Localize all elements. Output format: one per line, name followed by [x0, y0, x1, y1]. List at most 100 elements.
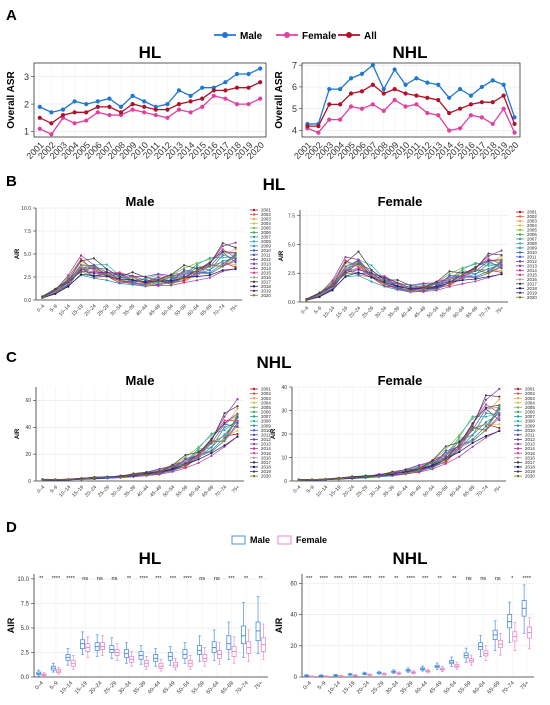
- x-tick-label: 45–49: [409, 484, 423, 498]
- x-tick-label: 35–39: [382, 484, 396, 498]
- data-point: [487, 262, 490, 265]
- data-point: [461, 282, 464, 285]
- series-line-2013: [42, 398, 238, 480]
- data-point: [487, 254, 490, 258]
- data-point: [461, 266, 464, 269]
- data-point: [184, 459, 187, 463]
- y-axis-label: AIR: [6, 617, 16, 633]
- legend-label: 2016: [527, 277, 537, 282]
- data-point: [474, 280, 477, 283]
- data-point: [351, 476, 354, 479]
- x-tick-label: 45–49: [149, 484, 163, 498]
- data-point: [79, 254, 83, 257]
- data-point: [447, 95, 452, 100]
- x-tick-label: 75+: [520, 680, 531, 691]
- data-point: [105, 263, 108, 266]
- series-line-2017: [298, 394, 500, 480]
- x-tick-label: 30–34: [369, 484, 383, 498]
- legend-marker: [252, 442, 256, 446]
- y-axis-label: AIR: [271, 428, 277, 439]
- significance-label: ****: [183, 576, 192, 582]
- data-point: [142, 110, 147, 115]
- x-tick-label: 15–19: [341, 680, 356, 695]
- data-point: [436, 97, 441, 103]
- data-point: [236, 425, 239, 429]
- data-point: [105, 271, 108, 274]
- y-tick-label: 6: [292, 82, 297, 92]
- data-point: [474, 272, 477, 276]
- data-point: [479, 115, 484, 120]
- data-point: [436, 82, 441, 87]
- data-point: [498, 423, 501, 426]
- legend-marker: [516, 419, 520, 423]
- x-tick-label: 35–39: [123, 484, 137, 498]
- data-point: [500, 253, 503, 257]
- data-point: [448, 282, 451, 285]
- x-tick-label: 40–44: [400, 305, 414, 319]
- legend-marker: [252, 258, 256, 261]
- chart-title: NHL: [393, 549, 428, 568]
- data-point: [236, 412, 239, 416]
- data-point: [487, 275, 490, 278]
- x-tick-label: 5–9: [49, 680, 60, 691]
- legend-marker: [518, 224, 522, 227]
- data-point: [236, 407, 239, 410]
- x-tick-label: 70–74: [501, 680, 516, 695]
- data-point: [458, 443, 461, 446]
- data-point: [357, 258, 360, 261]
- significance-label: ***: [228, 576, 235, 582]
- data-point: [316, 124, 321, 129]
- data-point: [498, 398, 501, 401]
- legend-marker: [252, 474, 256, 478]
- data-point: [331, 279, 334, 282]
- legend-label: 2014: [261, 266, 271, 271]
- data-point: [258, 66, 263, 71]
- legend-label: 2013: [525, 442, 535, 447]
- data-point: [188, 110, 193, 115]
- data-point: [318, 291, 321, 294]
- y-tick-label: 5.0: [21, 626, 30, 632]
- y-tick-label: 5: [292, 104, 297, 114]
- data-point: [142, 99, 147, 104]
- data-point: [370, 63, 375, 68]
- data-point: [54, 292, 57, 296]
- data-point: [171, 468, 174, 471]
- data-point: [246, 102, 251, 107]
- legend-label: 2003: [261, 217, 271, 222]
- data-point: [92, 272, 96, 275]
- legend-marker: [252, 419, 256, 423]
- data-point: [357, 266, 360, 269]
- data-point: [383, 278, 386, 282]
- y-tick-label: 20: [290, 644, 297, 650]
- y-tick-label: 0: [284, 479, 287, 485]
- box-male: [226, 635, 232, 650]
- x-tick-label: 40–44: [136, 484, 150, 498]
- y-tick-label: 0.0: [288, 300, 295, 306]
- data-point: [484, 423, 488, 426]
- data-point: [471, 415, 474, 418]
- data-point: [484, 434, 488, 438]
- data-point: [79, 259, 83, 263]
- x-tick-label: 70–74: [476, 484, 490, 498]
- data-point: [417, 470, 421, 474]
- legend-marker: [518, 260, 522, 263]
- data-point: [403, 82, 408, 87]
- data-point: [221, 248, 224, 251]
- legend-label: 2006: [261, 230, 271, 235]
- chart-d-hl: HL AIR 0.0 2.5 5.0 7.5 10.0 0–4 5–9 10–14 15–19 20–…: [6, 549, 268, 695]
- data-point: [479, 84, 484, 90]
- data-point: [95, 110, 100, 115]
- legend-panel-a: Male Female All: [214, 31, 377, 42]
- data-point: [490, 121, 495, 127]
- legend-label: 2013: [261, 261, 271, 266]
- data-point: [357, 262, 360, 265]
- y-tick-label: 10: [281, 455, 287, 461]
- x-tick-label: 10–14: [59, 680, 74, 695]
- data-point: [184, 464, 187, 467]
- x-tick-label: 70–74: [214, 484, 228, 498]
- legend-label: 2015: [525, 451, 535, 456]
- data-point: [234, 241, 237, 244]
- data-point: [370, 272, 373, 275]
- legend-marker: [518, 246, 522, 250]
- data-point: [195, 275, 199, 278]
